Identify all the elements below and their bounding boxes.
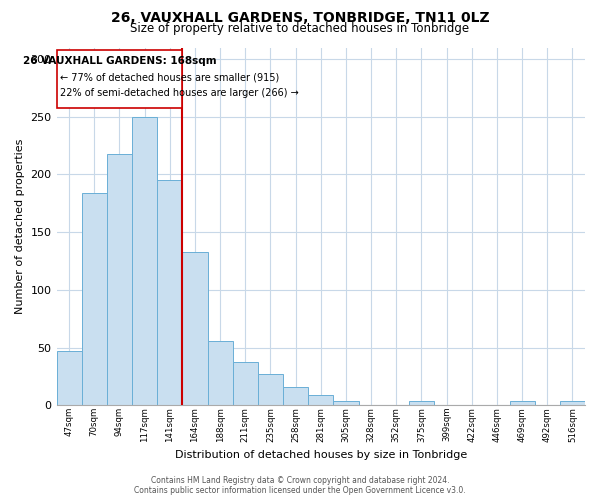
Bar [308,395,334,406]
Bar [283,387,308,406]
Text: 22% of semi-detached houses are larger (266) →: 22% of semi-detached houses are larger (… [61,88,299,98]
Text: ← 77% of detached houses are smaller (915): ← 77% of detached houses are smaller (91… [61,73,280,83]
Y-axis label: Number of detached properties: Number of detached properties [15,139,25,314]
Bar [56,351,82,406]
Bar [208,340,233,406]
Bar [509,401,535,406]
Bar [409,401,434,406]
FancyBboxPatch shape [56,50,182,108]
Bar [334,401,359,406]
X-axis label: Distribution of detached houses by size in Tonbridge: Distribution of detached houses by size … [175,450,467,460]
Bar [157,180,182,406]
Bar [132,117,157,406]
Text: 26, VAUXHALL GARDENS, TONBRIDGE, TN11 0LZ: 26, VAUXHALL GARDENS, TONBRIDGE, TN11 0L… [110,11,490,25]
Bar [233,362,258,406]
Bar [258,374,283,406]
Bar [82,193,107,406]
Bar [107,154,132,406]
Bar [182,252,208,406]
Text: Contains HM Land Registry data © Crown copyright and database right 2024.
Contai: Contains HM Land Registry data © Crown c… [134,476,466,495]
Text: Size of property relative to detached houses in Tonbridge: Size of property relative to detached ho… [130,22,470,35]
Text: 26 VAUXHALL GARDENS: 168sqm: 26 VAUXHALL GARDENS: 168sqm [23,56,216,66]
Bar [560,401,585,406]
